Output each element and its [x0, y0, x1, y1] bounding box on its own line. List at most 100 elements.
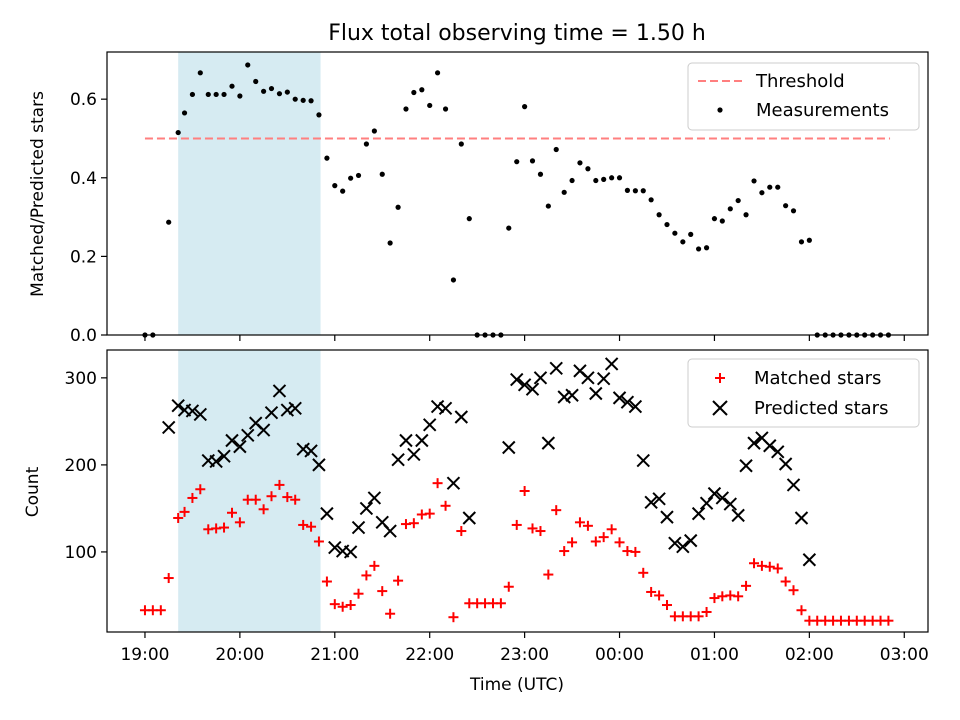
bottom-y-axis-label: Count [23, 466, 43, 517]
measurement-point [624, 187, 631, 193]
bottom-y-axis: 100 200 300 [65, 369, 107, 563]
measurement-point [403, 106, 409, 112]
measurement-point [419, 87, 425, 93]
predicted-stars-point [446, 476, 461, 490]
matched-stars-point [764, 561, 775, 572]
y-tick-label: 200 [65, 456, 97, 476]
predicted-stars-point [589, 386, 603, 401]
measurement-point [751, 178, 757, 184]
matched-stars-point [432, 478, 443, 489]
measurement-point [553, 146, 559, 153]
matched-stars-point [693, 611, 704, 622]
measurement-point [743, 212, 749, 218]
measurement-point [197, 70, 203, 76]
measurement-point [355, 172, 362, 179]
measurement-point [213, 91, 219, 98]
x-tick-label: 19:00 [120, 645, 169, 665]
measurement-point [719, 218, 725, 224]
matched-stars-point [567, 537, 578, 548]
predicted-stars-point [557, 390, 571, 404]
predicted-stars-point [771, 445, 785, 459]
measurement-point [672, 230, 678, 236]
bottom-legend-box [687, 358, 920, 428]
x-tick-label: 03:00 [880, 645, 929, 665]
bottom-x-axis: 19:00 20:00 21:00 22:00 23:00 00:00 01:00 02:00… [120, 632, 929, 665]
measurement-point [276, 91, 283, 97]
predicted-stars-point [438, 401, 453, 416]
measurement-point [411, 89, 417, 96]
predicted-stars-point [193, 407, 208, 422]
x-tick-label: 01:00 [690, 645, 739, 665]
measurement-point [229, 83, 235, 89]
matched-stars-point [313, 536, 324, 547]
matched-stars-point [219, 522, 230, 533]
measurement-point [379, 171, 385, 177]
predicted-stars-point [747, 436, 761, 450]
measurement-point [237, 93, 243, 99]
predicted-stars-point [596, 372, 611, 386]
matched-stars-point [155, 605, 166, 616]
matched-stars-point [266, 491, 277, 502]
predicted-stars-point [351, 520, 366, 535]
predicted-stars-point [620, 395, 635, 409]
measurement-point [268, 85, 275, 92]
measurement-point [324, 155, 330, 161]
legend-matched-label: Matched stars [754, 368, 881, 389]
x-tick-label: 00:00 [595, 645, 644, 665]
measurement-point [292, 96, 298, 102]
matched-stars-point [377, 586, 388, 597]
y-tick-label: 0.6 [70, 90, 97, 110]
predicted-stars-point [644, 495, 658, 510]
measurement-point [205, 91, 211, 98]
matched-stars-point [661, 600, 672, 611]
bottom-series-matched-stars [139, 478, 894, 626]
predicted-stars-point [525, 382, 540, 396]
predicted-stars-point [739, 459, 753, 473]
predicted-stars-point [264, 405, 279, 420]
measurement-point [561, 189, 567, 195]
measurement-point [585, 166, 591, 172]
matched-stars-point [883, 615, 894, 626]
x-axis-label: Time (UTC) [469, 675, 564, 695]
top-y-axis: 0.0 0.2 0.4 0.6 [70, 90, 107, 346]
predicted-stars-point [533, 371, 548, 385]
measurement-point [688, 231, 694, 237]
measurement-point [427, 102, 433, 109]
measurement-point [371, 128, 377, 134]
y-tick-label: 0.0 [70, 326, 97, 346]
predicted-stars-point [407, 447, 421, 462]
predicted-stars-point [612, 391, 627, 405]
predicted-stars-point [462, 511, 476, 525]
measurement-point [711, 216, 718, 222]
matched-stars-point [709, 593, 720, 604]
legend-matched-swatch [715, 373, 725, 383]
predicted-stars-point [691, 506, 706, 521]
matched-stars-point [614, 537, 625, 548]
predicted-stars-point [415, 433, 429, 448]
predicted-stars-point [715, 491, 730, 505]
measurement-point [529, 158, 536, 164]
measurement-point [632, 188, 638, 194]
matched-stars-point [187, 492, 198, 503]
matched-stars-point [511, 519, 522, 530]
predicted-stars-point [628, 399, 643, 414]
measurement-point [363, 141, 369, 147]
predicted-stars-point [383, 524, 397, 538]
matched-stars-point [495, 598, 506, 609]
bottom-series-predicted-stars [161, 357, 817, 567]
predicted-stars-point [225, 433, 239, 448]
x-tick-label: 02:00 [785, 645, 834, 665]
measurement-point [245, 62, 251, 68]
predicted-stars-point [241, 428, 255, 443]
matched-stars-point [503, 581, 514, 592]
top-legend: Threshold Measurements [687, 62, 920, 131]
measurement-point [450, 277, 457, 283]
predicted-stars-point [312, 458, 326, 472]
matched-stars-point [796, 605, 807, 616]
matched-stars-point [456, 526, 467, 537]
matched-stars-point [733, 591, 744, 602]
matched-stars-point [701, 606, 712, 617]
measurement-point [522, 104, 528, 110]
measurement-point [300, 97, 306, 103]
top-panel: 0.0 0.2 0.4 0.6 Matched/Predicted stars Thr… [28, 51, 929, 346]
